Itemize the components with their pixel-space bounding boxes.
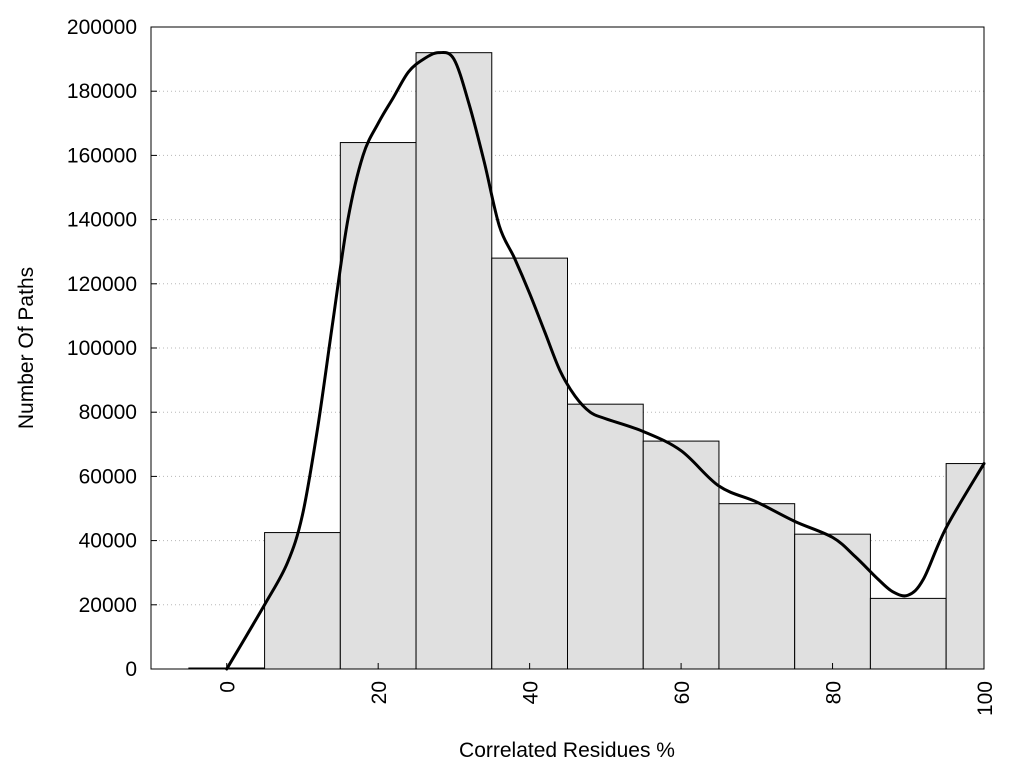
histogram-bar xyxy=(718,503,796,670)
x-tick-label: 60 xyxy=(671,681,694,704)
y-tick-label: 180000 xyxy=(67,80,137,103)
histogram-bar xyxy=(415,52,493,670)
y-tick-label: 60000 xyxy=(79,465,137,488)
y-tick-label: 160000 xyxy=(67,144,137,167)
histogram-bar xyxy=(264,532,341,670)
histogram-bar xyxy=(869,597,947,670)
histogram-bar xyxy=(339,142,417,670)
density-curve-layer xyxy=(225,50,986,671)
y-tick-label: 140000 xyxy=(67,209,137,232)
x-axis-title: Correlated Residues % xyxy=(459,739,675,762)
y-tick-label: 200000 xyxy=(67,16,137,39)
histogram-bar xyxy=(794,533,871,670)
y-tick-label: 40000 xyxy=(79,530,137,553)
y-axis-ticks: 0 20000 40000 60000 80000 100000 120000 140000 1… xyxy=(67,16,157,681)
y-tick-label: 0 xyxy=(125,658,137,681)
x-axis-ticks: 0 20 40 60 80 100 xyxy=(217,663,997,716)
x-tick-label: 20 xyxy=(368,681,391,704)
y-tick-label: 80000 xyxy=(79,401,137,424)
density-curve xyxy=(225,50,986,671)
y-tick-label: 20000 xyxy=(79,594,137,617)
x-tick-label: 0 xyxy=(217,681,240,693)
y-axis-title: Number Of Paths xyxy=(15,267,38,429)
y-tick-label: 120000 xyxy=(67,273,137,296)
x-tick-label: 100 xyxy=(974,681,997,716)
histogram-bar xyxy=(491,257,569,670)
x-tick-label: 40 xyxy=(520,681,543,704)
x-tick-label: 80 xyxy=(823,681,846,704)
y-tick-label: 100000 xyxy=(67,337,137,360)
bars xyxy=(188,52,985,670)
histogram-bar xyxy=(567,403,644,670)
